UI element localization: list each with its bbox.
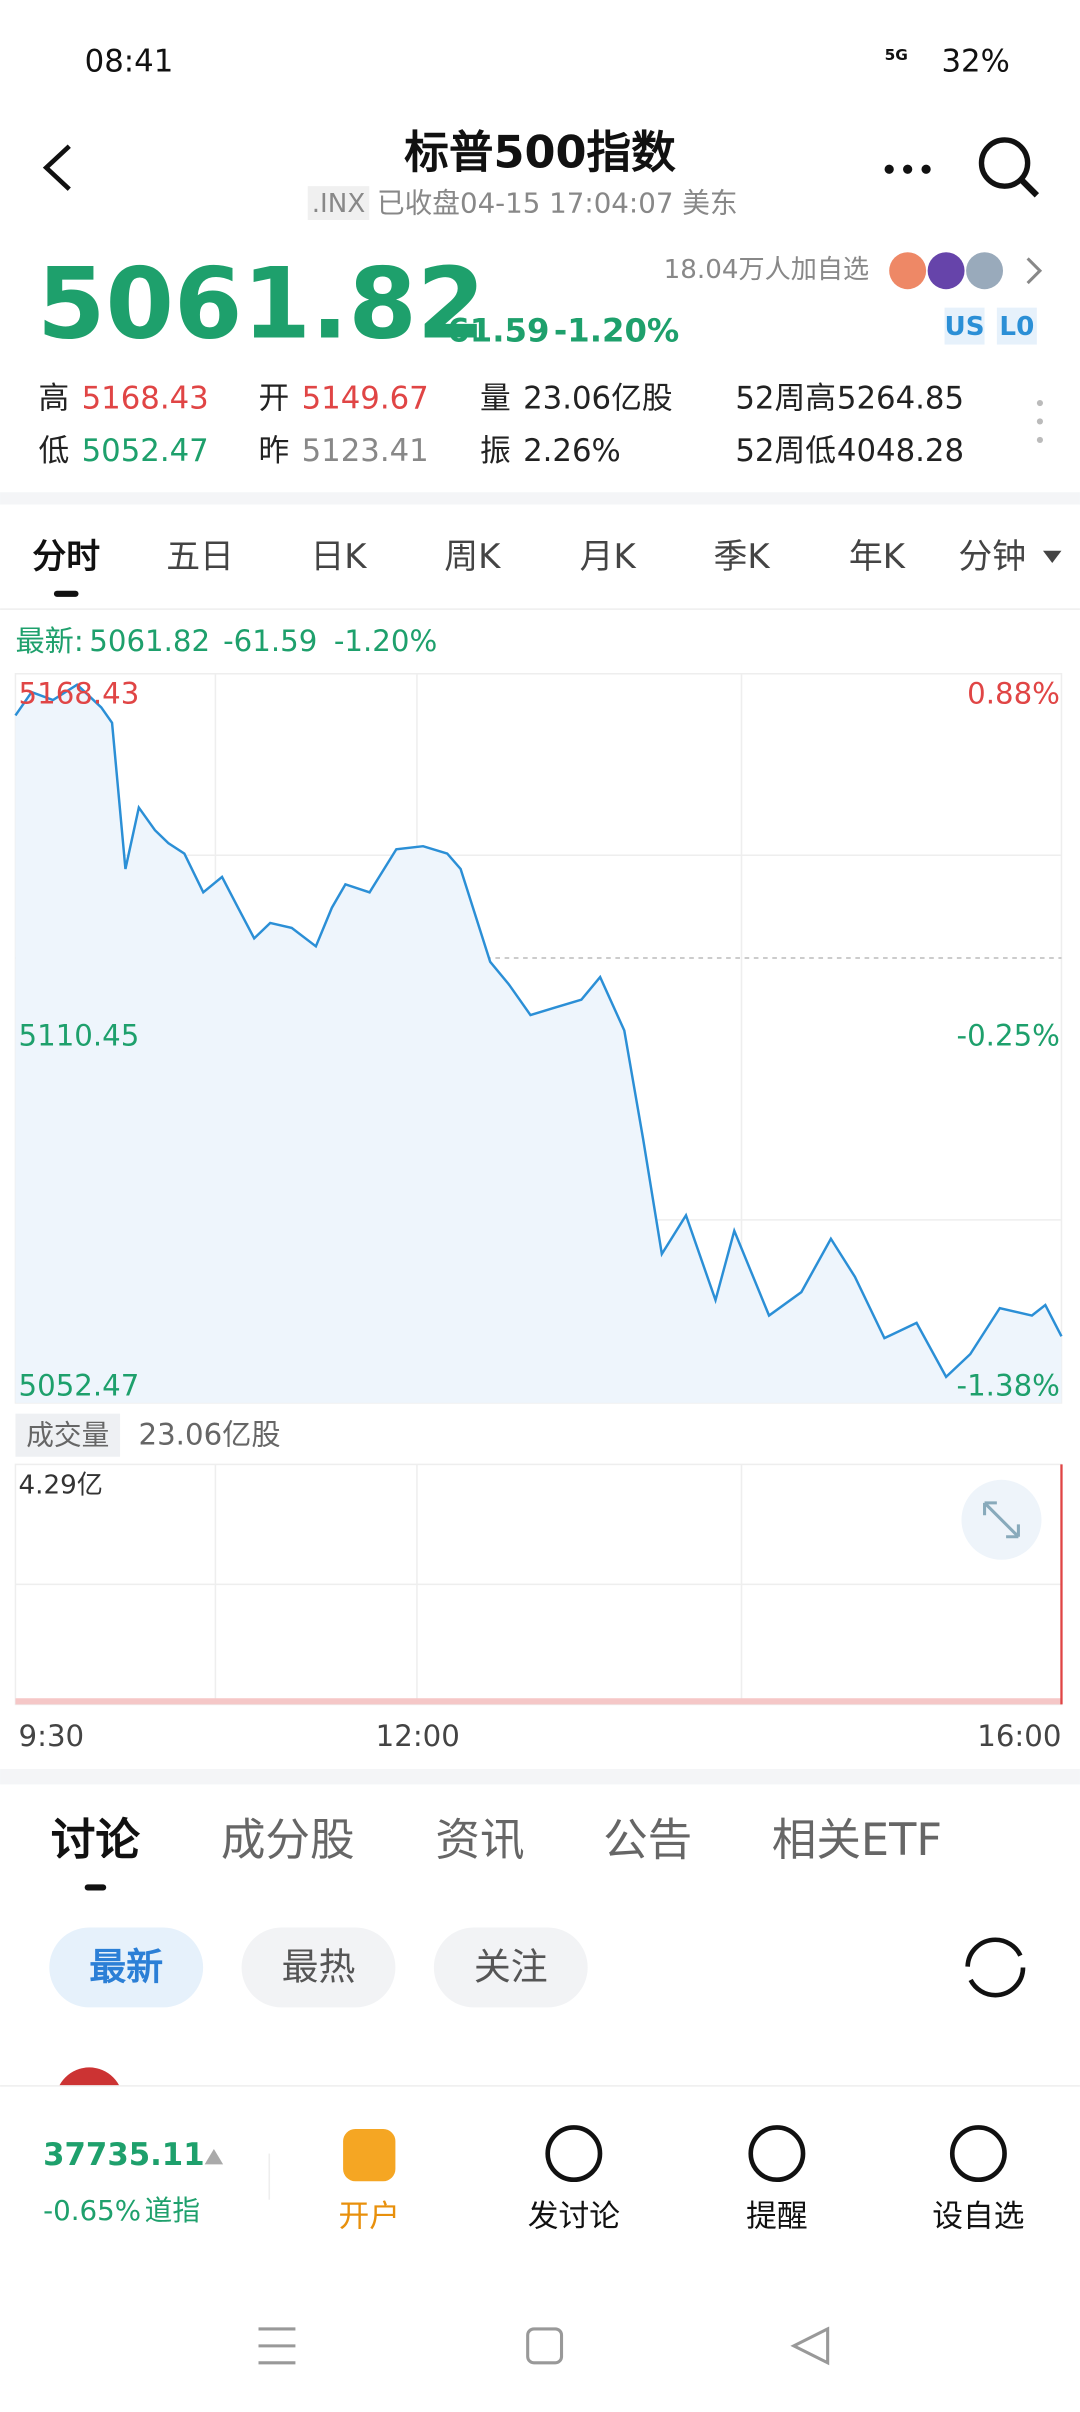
filter-bg: [49, 1927, 204, 2008]
title: 标普500指数: [404, 126, 676, 178]
clock: 08:41: [85, 44, 174, 80]
refresh-button[interactable]: [965, 1937, 1026, 1998]
news-tab[interactable]: 公告: [603, 1814, 692, 1866]
dropdown-arrow: [1043, 550, 1062, 564]
more-stats[interactable]: [1036, 399, 1044, 444]
tab[interactable]: 月K: [580, 537, 637, 576]
action-label[interactable]: 开户: [338, 2199, 400, 2235]
code: .INX: [312, 189, 366, 219]
stat-value: 5168.43: [82, 380, 209, 416]
action-label[interactable]: 设自选: [932, 2199, 1024, 2235]
filter[interactable]: 最热: [282, 1945, 356, 1988]
volume-bars: [15, 1698, 1062, 1705]
stat-value: 5264.85: [837, 380, 964, 416]
stat-value: 5052.47: [82, 433, 209, 469]
tab[interactable]: 周K: [444, 537, 501, 576]
filter[interactable]: 最新: [89, 1945, 163, 1988]
price-line: [14, 683, 1063, 1379]
tab[interactable]: 分钟: [958, 537, 1026, 576]
stat-label: 开: [258, 380, 289, 416]
news-tab[interactable]: 成分股: [221, 1814, 355, 1866]
index-arrow: [204, 2148, 224, 2165]
y-tick-label: 5168.43: [19, 676, 140, 710]
stat-label: 52周高: [735, 380, 836, 416]
y-tick-label: 5110.45: [19, 1019, 140, 1053]
watchers: 18.04万人加自选: [664, 255, 870, 285]
stat-value: 5149.67: [302, 380, 429, 416]
tab[interactable]: 年K: [849, 537, 906, 576]
tab-indicator: [53, 590, 79, 597]
latest-change: -61.59: [223, 624, 317, 658]
back-button[interactable]: [42, 144, 71, 191]
index-name: 道指: [145, 2194, 200, 2227]
avatars: [889, 252, 1004, 290]
stat-value: 4048.28: [837, 433, 964, 469]
volume-total: 23.06亿股: [139, 1418, 281, 1452]
expand-button[interactable]: [961, 1479, 1042, 1560]
search-button[interactable]: [978, 137, 1040, 198]
tab[interactable]: 日K: [310, 537, 367, 576]
session: 已收盘04-15 17:04:07 美东: [377, 187, 738, 220]
badge-bg: [996, 307, 1037, 345]
latest-price: 5061.82: [89, 624, 210, 658]
badge: L0: [999, 312, 1034, 342]
network: 5G: [885, 46, 908, 64]
stat-label: 量: [480, 380, 511, 416]
stat-value: 2.26%: [523, 433, 621, 469]
stat-label: 52周低: [735, 433, 836, 469]
action-icon: [545, 2125, 603, 2183]
divider: [0, 1769, 1080, 1785]
battery: 32%: [941, 44, 1009, 80]
x-tick-label: 12:00: [376, 1719, 460, 1753]
filter-bg: [241, 1927, 396, 2008]
change-pct: -1.20%: [554, 311, 679, 349]
volume-max: 4.29亿: [19, 1470, 103, 1500]
more-button[interactable]: [884, 164, 931, 174]
y2-tick-label: -0.25%: [957, 1019, 1060, 1053]
stat-label: 高: [39, 380, 70, 416]
news-tab[interactable]: 相关ETF: [772, 1814, 942, 1866]
news-tab[interactable]: 资讯: [435, 1814, 524, 1866]
y2-tick-label: -1.38%: [957, 1369, 1060, 1403]
action-icon: [949, 2125, 1007, 2183]
news-tab-indicator: [84, 1884, 107, 1891]
stat-value: 5123.41: [302, 433, 429, 469]
nav-bar: [258, 2326, 830, 2366]
stat-label: 昨: [258, 433, 289, 469]
badge-bg: [944, 307, 985, 345]
footer-bg: [0, 2085, 1080, 2412]
tab[interactable]: 分时: [32, 537, 100, 576]
price: 5061.82: [37, 248, 485, 362]
change: -61.59: [434, 311, 550, 349]
volume-label: 成交量: [26, 1419, 109, 1452]
stat-label: 低: [39, 433, 70, 469]
price-area: [15, 684, 1062, 1403]
action-icon: [343, 2128, 396, 2182]
action-label[interactable]: 提醒: [746, 2199, 808, 2235]
filter-bg: [433, 1927, 588, 2008]
action-icon: [748, 2125, 806, 2183]
latest-label: 最新:: [15, 624, 83, 658]
badge: US: [945, 312, 985, 342]
latest-pct: -1.20%: [334, 624, 437, 658]
index-value[interactable]: 37735.11: [43, 2137, 204, 2173]
watch-arrow[interactable]: [1026, 257, 1043, 285]
divider: [0, 492, 1080, 505]
code-bg: [307, 186, 370, 220]
news-tab[interactable]: 讨论: [51, 1814, 141, 1866]
x-tick-label: 9:30: [19, 1719, 85, 1753]
tab[interactable]: 季K: [714, 537, 771, 576]
tab[interactable]: 五日: [166, 537, 234, 576]
stat-value: 23.06亿股: [523, 380, 673, 416]
y-tick-label: 5052.47: [19, 1369, 140, 1403]
filter[interactable]: 关注: [474, 1945, 548, 1988]
index-change: -0.65%: [43, 2194, 141, 2227]
volume-label-bg: [15, 1413, 121, 1457]
y2-tick-label: 0.88%: [967, 676, 1060, 710]
action-label[interactable]: 发讨论: [528, 2199, 621, 2235]
stat-label: 振: [480, 433, 511, 469]
x-tick-label: 16:00: [977, 1719, 1061, 1753]
